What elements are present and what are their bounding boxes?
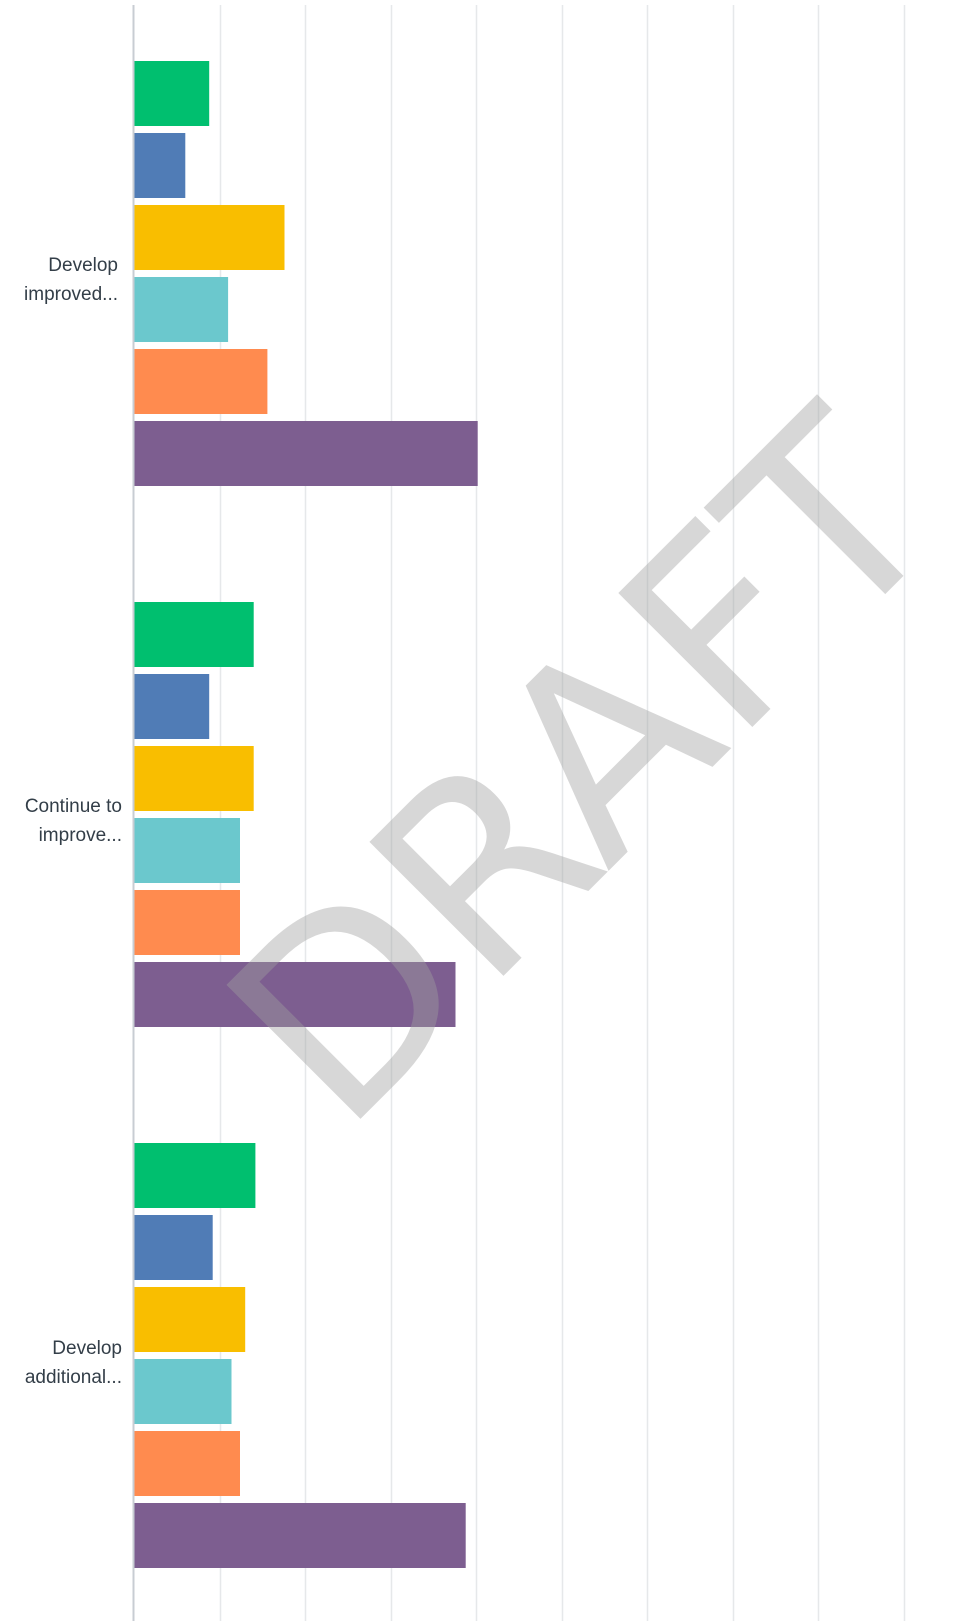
bar-cat2-series4: [134, 1431, 240, 1496]
bar-cat0-series0: [134, 61, 210, 126]
bar-cat2-series1: [134, 1215, 213, 1280]
category-label-0-line-2: improved...: [24, 284, 118, 305]
bar-cat0-series2: [134, 205, 285, 270]
category-label-1-line-1: Continue to: [25, 796, 122, 817]
bar-cat0-series1: [134, 133, 186, 198]
bar-cat0-series3: [134, 277, 229, 342]
bar-cat1-series3: [134, 818, 240, 883]
bar-cat2-series2: [134, 1287, 246, 1352]
bar-cat0-series4: [134, 349, 268, 414]
category-label-2-line-1: Develop: [52, 1338, 122, 1359]
category-labels: Develop improved... Continue to improve.…: [24, 255, 122, 1388]
bar-cat1-series4: [134, 890, 240, 955]
category-label-1-line-2: improve...: [39, 825, 122, 846]
bars: [134, 61, 478, 1568]
bar-cat1-series1: [134, 674, 210, 739]
bar-cat1-series5: [134, 962, 456, 1027]
bar-cat2-series0: [134, 1143, 256, 1208]
gridlines: [219, 5, 906, 1621]
bar-cat2-series3: [134, 1359, 232, 1424]
bar-cat0-series5: [134, 421, 478, 486]
category-label-2-line-2: additional...: [25, 1367, 122, 1388]
bar-cat2-series5: [134, 1503, 466, 1568]
bar-cat1-series0: [134, 602, 254, 667]
category-label-0-line-1: Develop: [48, 255, 118, 276]
bar-cat1-series2: [134, 746, 254, 811]
